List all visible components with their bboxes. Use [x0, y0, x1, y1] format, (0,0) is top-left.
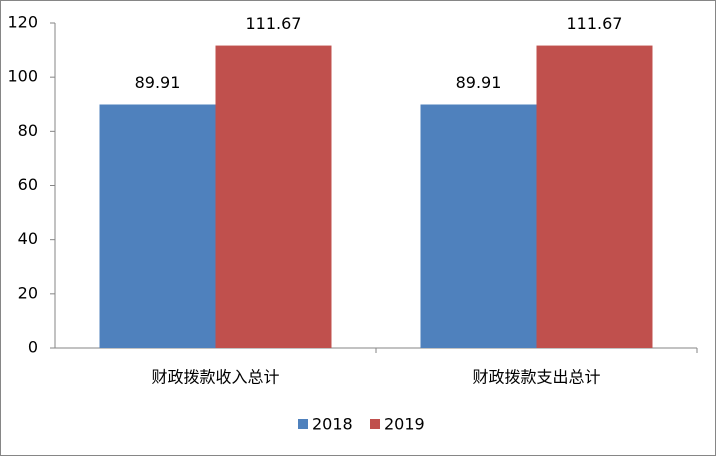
value-label: 111.67 — [567, 14, 623, 33]
value-label: 111.67 — [246, 14, 302, 33]
legend-label: 2019 — [384, 415, 425, 434]
value-label: 89.91 — [456, 73, 502, 92]
x-tick-label: 财政拨款支出总计 — [472, 368, 600, 387]
y-tick-label: 100 — [7, 67, 38, 86]
legend-label: 2018 — [312, 415, 353, 434]
y-tick-label: 120 — [7, 13, 38, 32]
bar — [420, 104, 537, 349]
value-label: 89.91 — [135, 73, 181, 92]
legend-swatch — [298, 419, 308, 429]
x-tick-label: 财政拨款收入总计 — [151, 368, 279, 387]
y-tick-label: 40 — [18, 229, 38, 248]
legend-swatch — [370, 419, 380, 429]
bar — [99, 104, 216, 349]
bar — [536, 45, 653, 348]
y-tick-label: 20 — [18, 283, 38, 302]
y-tick-label: 80 — [18, 121, 38, 140]
y-tick-label: 60 — [18, 175, 38, 194]
bar — [215, 45, 332, 348]
y-tick-label: 0 — [28, 338, 38, 357]
